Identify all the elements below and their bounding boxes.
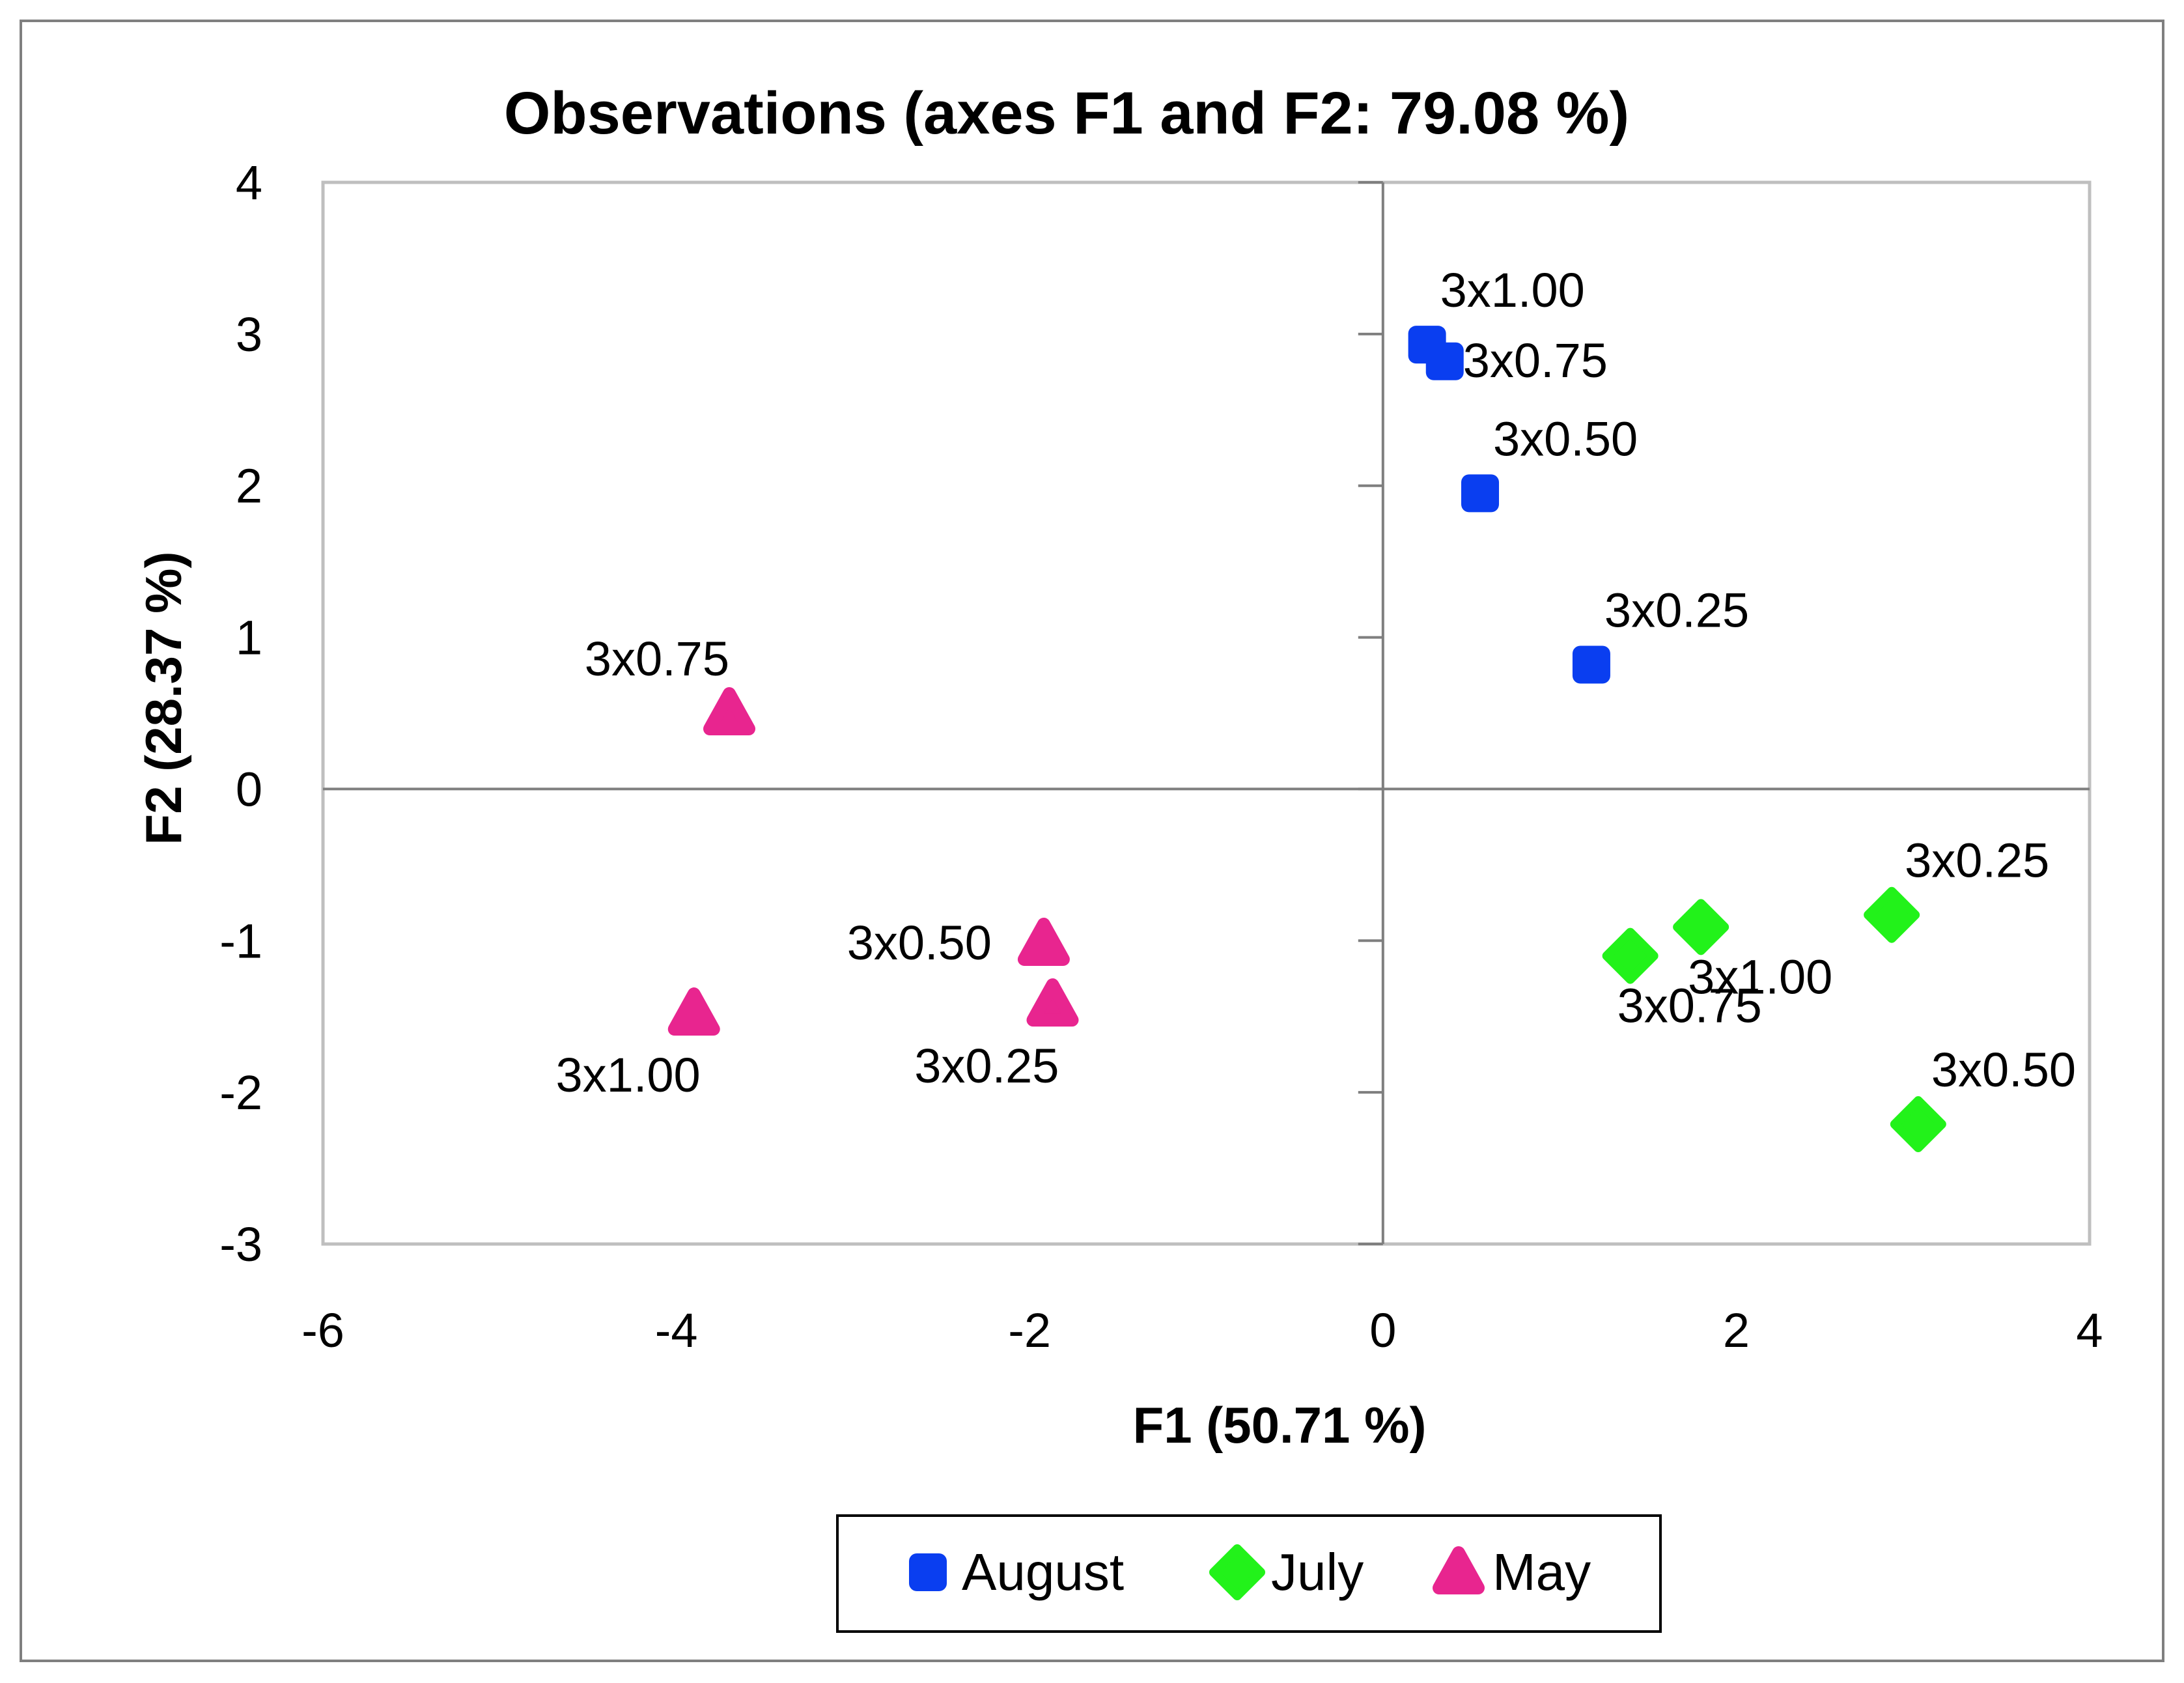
y-tick-label: 2	[236, 459, 262, 513]
x-tick-label: -2	[1008, 1303, 1051, 1357]
may-point	[1026, 978, 1079, 1027]
data-points	[667, 326, 1946, 1153]
legend-july-label: July	[1271, 1543, 1364, 1601]
july-point	[1864, 886, 1920, 943]
legend-may-marker	[1433, 1546, 1485, 1594]
legend-august-label: August	[962, 1543, 1124, 1601]
x-tick-label: -6	[301, 1303, 344, 1357]
point-label: 3x0.50	[1493, 412, 1638, 466]
plot-area	[321, 180, 2092, 1246]
y-tick-label: -3	[219, 1217, 262, 1271]
plot-area-frame	[321, 180, 2092, 1246]
point-label: 3x0.75	[1617, 979, 1762, 1033]
x-tick-label: 0	[1369, 1303, 1396, 1357]
point-label: 3x0.75	[585, 632, 729, 686]
legend-may-label: May	[1492, 1543, 1591, 1601]
august-point	[1461, 474, 1500, 513]
point-labels: 3x1.003x0.753x0.503x0.253x0.253x1.003x0.…	[556, 263, 2076, 1102]
y-tick-label: -1	[219, 914, 262, 968]
july-point	[1890, 1096, 1946, 1153]
legend-july-marker	[1209, 1544, 1265, 1600]
y-tick-label: 3	[236, 307, 262, 361]
y-tick-label: 1	[236, 611, 262, 665]
y-axis-title: F2 (28.37 %)	[135, 552, 192, 845]
july-point	[1673, 899, 1729, 955]
point-label: 3x0.25	[1905, 834, 2049, 888]
may-point	[1017, 917, 1070, 966]
point-label: 3x1.00	[1440, 263, 1585, 317]
legend-frame	[836, 1514, 1662, 1633]
may-point	[703, 687, 755, 735]
legend-august-marker	[909, 1553, 947, 1591]
point-label: 3x0.25	[914, 1039, 1059, 1093]
point-label: 3x0.25	[1604, 583, 1749, 637]
x-tick-labels: -6 -4 -2 0 2 4	[301, 1303, 2103, 1357]
y-tick-label: 0	[236, 762, 262, 816]
legend: August July May	[836, 1514, 1662, 1633]
may-point	[667, 987, 720, 1036]
point-label: 3x1.00	[1688, 950, 1832, 1004]
y-tick-labels: -3 -2 -1 0 1 2 3 4	[219, 156, 262, 1271]
august-point	[1572, 645, 1610, 684]
july-point	[1602, 927, 1659, 984]
y-tick-label: 4	[236, 156, 262, 210]
point-label: 3x0.50	[847, 916, 992, 970]
x-axis-title: F1 (50.71 %)	[1133, 1396, 1427, 1454]
y-tick-label: -2	[219, 1066, 262, 1120]
x-tick-label: -4	[655, 1303, 698, 1357]
point-label: 3x1.00	[556, 1048, 701, 1102]
chart-title: Observations (axes F1 and F2: 79.08 %)	[504, 80, 1629, 147]
point-label: 3x0.50	[1931, 1043, 2076, 1097]
august-point	[1425, 342, 1464, 380]
point-label: 3x0.75	[1463, 333, 1608, 388]
x-tick-label: 2	[1723, 1303, 1750, 1357]
x-tick-label: 4	[2076, 1303, 2103, 1357]
